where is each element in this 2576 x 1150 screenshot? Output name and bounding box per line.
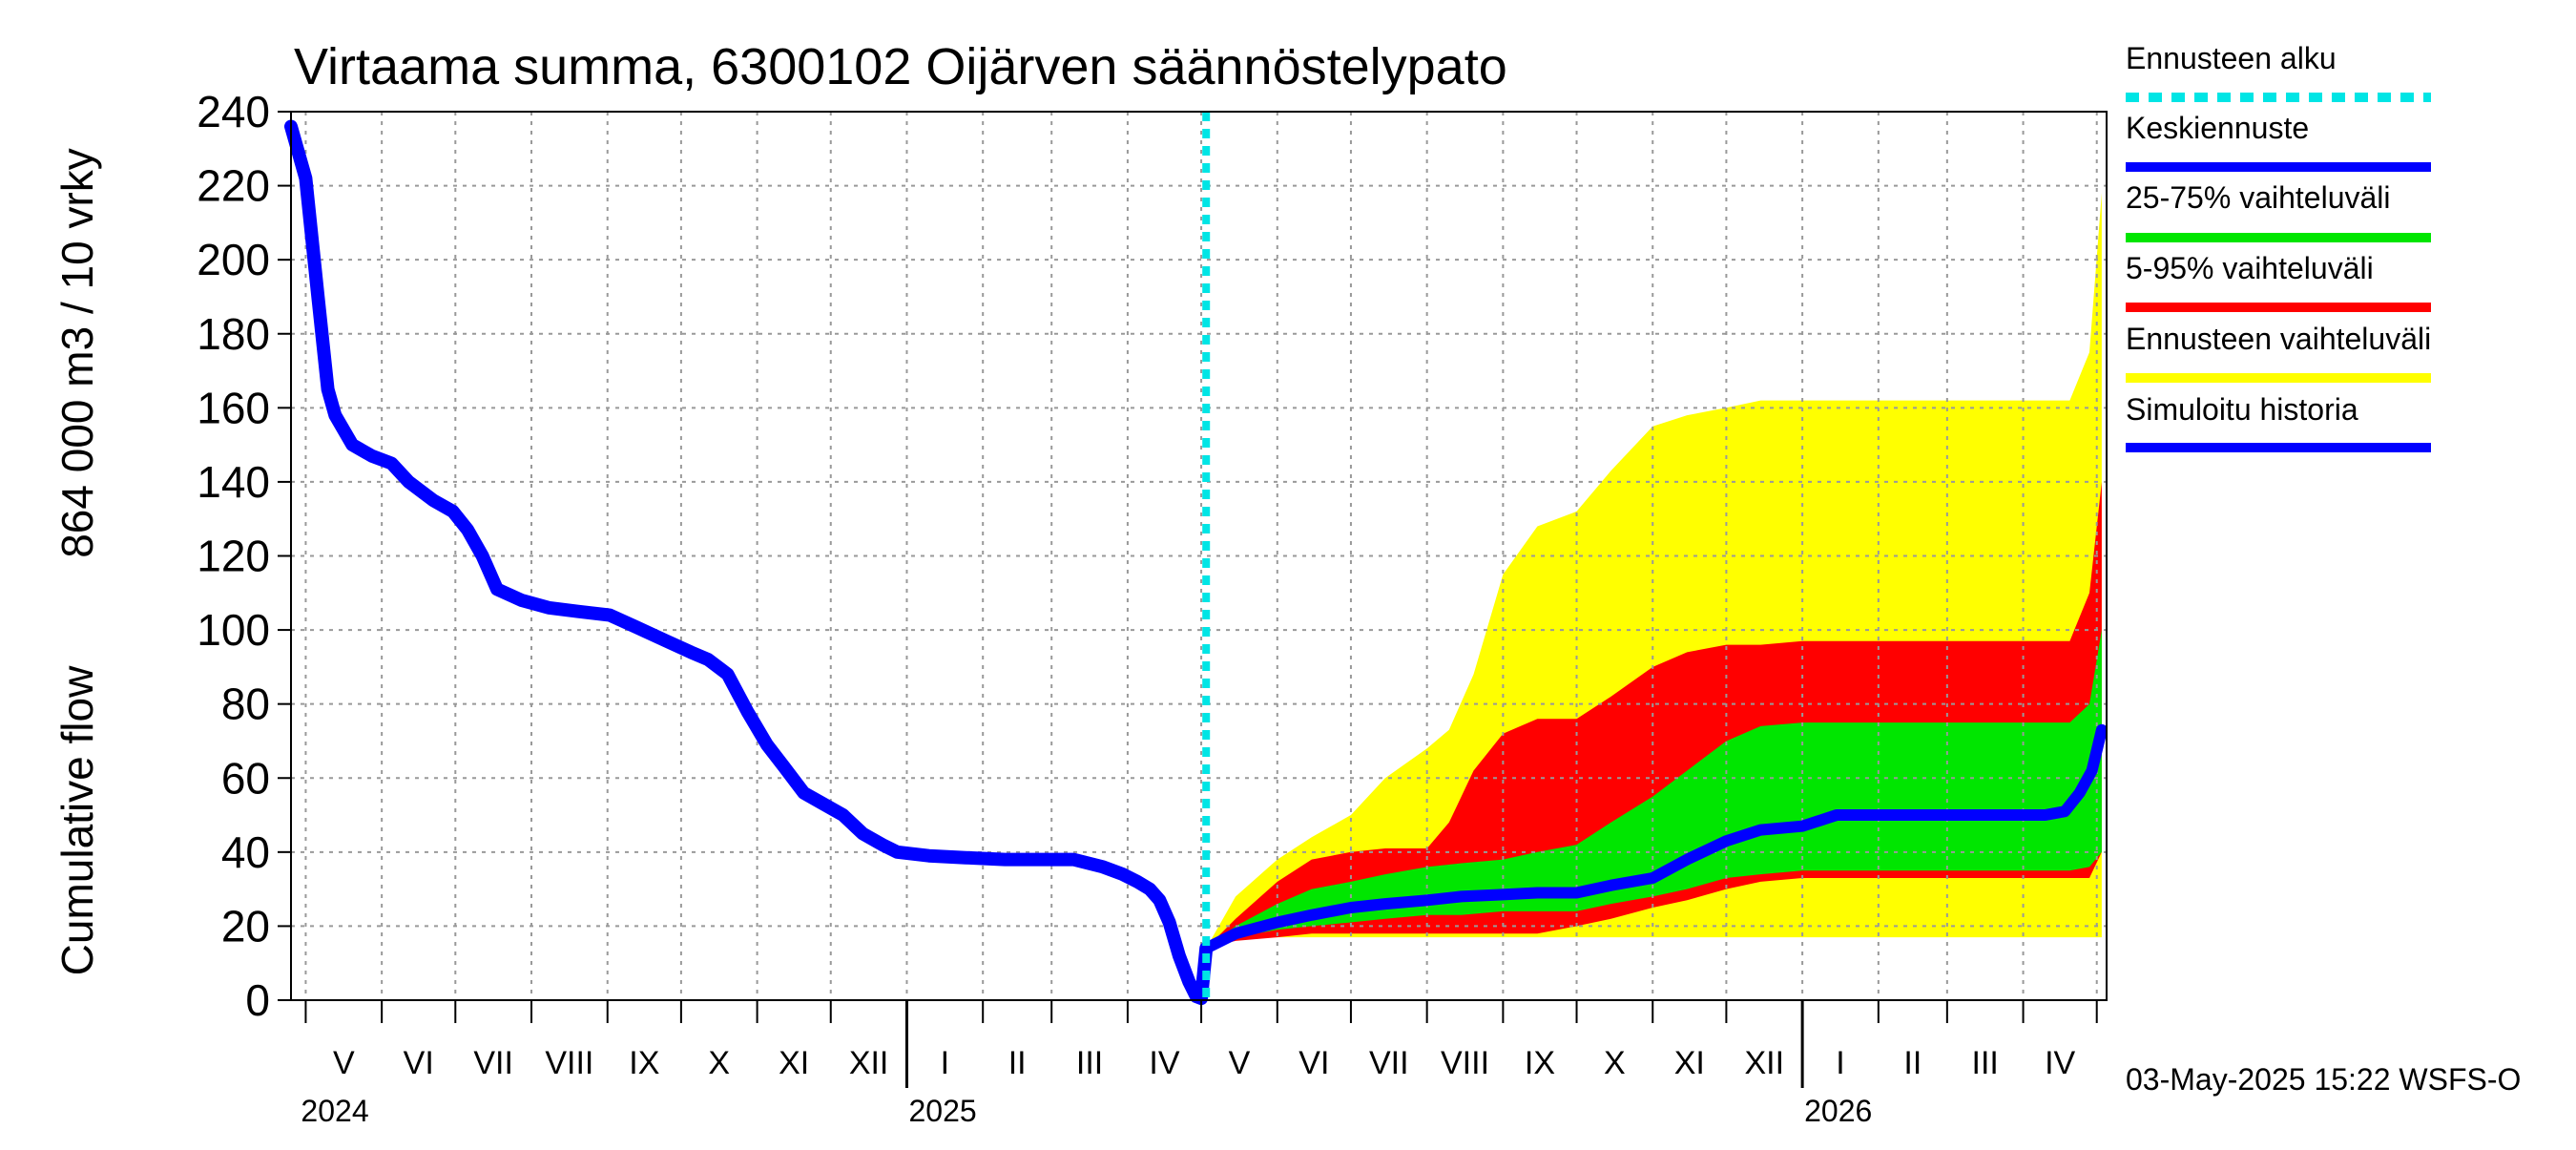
x-month-label: III [1076,1045,1103,1081]
y-tick-label: 0 [245,975,270,1025]
x-month-label: XII [849,1045,889,1081]
gridlines [291,112,2107,1000]
y-tick-label: 220 [197,161,270,211]
chart-title: Virtaama summa, 6300102 Oijärven säännös… [294,38,1507,95]
legend-label: Simuloitu historia [2126,392,2358,427]
x-month-label: IX [629,1045,659,1081]
axes [278,111,2108,1088]
x-month-label: VIII [1441,1045,1489,1081]
y-tick-label: 160 [197,383,270,432]
y-tick-label: 120 [197,532,270,581]
y-axis-label: Cumulative flow [52,665,102,975]
x-month-label: V [333,1045,355,1081]
x-month-label: VII [1369,1045,1409,1081]
y-tick-label: 240 [197,87,270,136]
x-month-label: VI [1298,1045,1329,1081]
x-year-label: 2026 [1804,1094,1872,1128]
x-month-label: IV [2045,1045,2075,1081]
y-tick-label: 20 [221,901,270,951]
x-month-label: VII [473,1045,513,1081]
axis-labels: 0 20 40 60 80 100 120 140 160 180 200 220 240 Cumulat… [52,38,2521,1128]
x-month-label: XI [1674,1045,1705,1081]
legend-label: 5-95% vaihteluväli [2126,251,2374,285]
x-month-label: IX [1525,1045,1555,1081]
x-month-label: VI [404,1045,434,1081]
line-simulated-history [284,119,1214,1006]
x-year-label: 2024 [301,1094,368,1128]
x-month-label: V [1229,1045,1251,1081]
x-month-label: I [1836,1045,1844,1081]
x-month-label: X [708,1045,730,1081]
x-month-label: II [1008,1045,1027,1081]
y-tick-label: 60 [221,753,270,803]
legend-label: Ennusteen alku [2126,41,2337,75]
y-tick-label: 40 [221,827,270,877]
x-month-label: II [1903,1045,1922,1081]
x-month-label: III [1972,1045,1999,1081]
x-year-label: 2025 [908,1094,976,1128]
x-month-label: XII [1744,1045,1784,1081]
x-month-label: VIII [545,1045,593,1081]
y-tick-label: 180 [197,309,270,359]
y-tick-label: 140 [197,457,270,507]
legend-label: 25-75% vaihteluväli [2126,180,2391,215]
y-tick-label: 100 [197,605,270,655]
y-tick-label: 80 [221,680,270,729]
y-tick-label: 200 [197,235,270,284]
x-month-label: IV [1149,1045,1179,1081]
forecast-bands [1206,193,2102,949]
x-month-label: XI [779,1045,809,1081]
legend-label: Ennusteen vaihteluväli [2126,322,2431,356]
line-mean-forecast [1200,723,2108,954]
legend: Ennusteen alku Keskiennuste 25-75% vaihtel… [2126,41,2431,452]
series-lines [284,112,2108,1006]
y-axis-label: 864 000 m3 / 10 vrky [52,148,102,558]
timestamp-footer: 03-May-2025 15:22 WSFS-O [2126,1062,2521,1097]
x-month-label: I [941,1045,949,1081]
legend-label: Keskiennuste [2126,111,2309,145]
x-month-label: X [1604,1045,1626,1081]
